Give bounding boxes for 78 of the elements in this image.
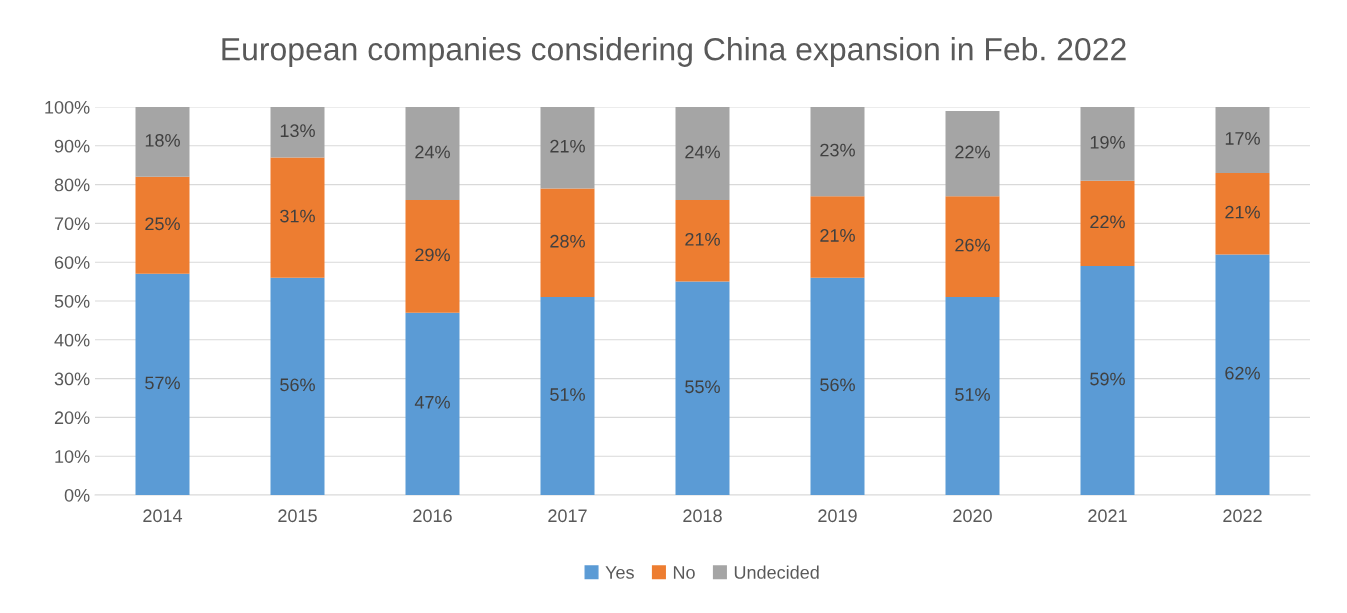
y-tick-label: 30% — [54, 372, 90, 386]
data-label: 26% — [955, 238, 990, 252]
data-label: 56% — [820, 378, 855, 392]
bar — [675, 200, 730, 282]
bar — [1215, 107, 1270, 173]
bar — [1215, 172, 1270, 255]
x-tick-label: 2014 — [143, 509, 183, 523]
data-label: 51% — [550, 388, 585, 401]
bar — [945, 110, 1000, 197]
bar — [405, 312, 460, 495]
bar — [135, 107, 190, 177]
legend-label: No — [673, 566, 695, 579]
data-label: 24% — [685, 145, 720, 159]
bar — [1080, 180, 1135, 267]
x-tick-label: 2015 — [278, 509, 317, 523]
bar — [1215, 254, 1270, 495]
y-tick-label: 60% — [54, 256, 90, 269]
data-label: 57% — [145, 376, 180, 390]
data-label: 56% — [280, 378, 315, 392]
y-tick-label: 0% — [64, 488, 90, 502]
x-tick-label: 2019 — [818, 509, 857, 523]
legend-label: Yes — [605, 566, 634, 579]
chart-title: European companies considering China expansion in Feb. 2022 — [222, 37, 1126, 67]
bar — [1080, 266, 1135, 495]
bar — [405, 200, 460, 313]
y-tick-label: 50% — [54, 294, 90, 308]
x-tick-label: 2017 — [548, 509, 587, 523]
data-label: 22% — [1090, 215, 1125, 229]
bar — [810, 107, 865, 197]
bar — [1080, 107, 1135, 181]
bar — [135, 176, 190, 274]
y-tick-label: 80% — [54, 178, 90, 192]
data-label: 29% — [415, 248, 450, 262]
y-tick-label: 90% — [54, 139, 90, 153]
data-label: 18% — [145, 133, 180, 147]
bar — [810, 277, 865, 495]
data-label: 51% — [955, 388, 990, 401]
bar — [675, 281, 730, 495]
x-tick-label: 2021 — [1088, 509, 1127, 523]
data-label: 21% — [820, 229, 855, 242]
bar — [810, 196, 865, 278]
bar — [270, 107, 325, 158]
bar — [540, 188, 595, 298]
data-label: 31% — [280, 209, 315, 223]
data-label: 22% — [955, 145, 990, 159]
y-tick-label: 40% — [54, 333, 90, 347]
data-label: 47% — [414, 395, 450, 409]
bar — [945, 297, 1000, 495]
data-label: 13% — [280, 124, 315, 138]
y-tick-label: 70% — [54, 217, 90, 231]
data-label: 19% — [1090, 135, 1125, 149]
data-label: 55% — [685, 380, 720, 394]
data-label: 28% — [550, 234, 585, 248]
x-tick-label: 2018 — [683, 509, 722, 523]
legend-label: Undecided — [734, 565, 819, 579]
data-label: 17% — [1225, 132, 1260, 145]
data-label: 21% — [1225, 205, 1260, 219]
bar — [540, 297, 595, 495]
data-label: 23% — [820, 143, 855, 157]
bar — [135, 273, 190, 495]
x-tick-label: 2016 — [413, 509, 452, 523]
data-label: 25% — [145, 217, 180, 231]
bar — [945, 196, 1000, 298]
bar — [270, 157, 325, 278]
x-tick-label: 2022 — [1223, 509, 1262, 523]
data-label: 59% — [1090, 372, 1125, 386]
bar — [540, 107, 595, 189]
y-tick-label: 100% — [45, 100, 90, 114]
data-label: 21% — [685, 232, 720, 246]
data-label: 24% — [415, 145, 450, 159]
data-label: 62% — [1225, 366, 1260, 380]
data-label: 21% — [550, 139, 585, 153]
bar — [405, 107, 460, 201]
y-tick-label: 10% — [55, 450, 90, 463]
bar — [675, 107, 730, 201]
x-tick-label: 2020 — [953, 509, 992, 523]
y-tick-label: 20% — [54, 411, 90, 425]
bar — [270, 277, 325, 495]
